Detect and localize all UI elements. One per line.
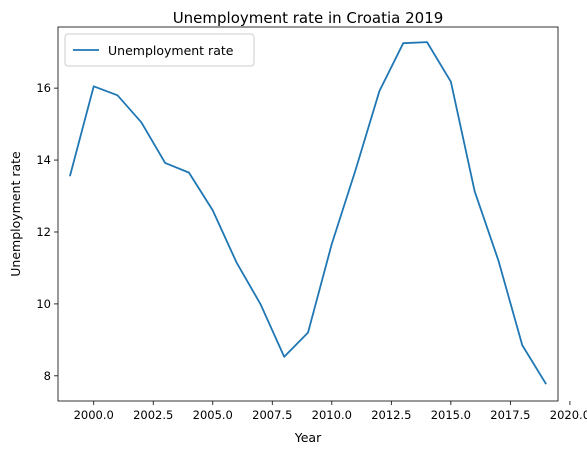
legend: Unemployment rate: [64, 33, 255, 67]
y-tick-label: 14: [36, 153, 51, 167]
series-line: [69, 41, 547, 385]
x-tick-label: 2017.5: [490, 408, 530, 422]
y-axis: 8 10 12 14 16: [36, 81, 58, 383]
legend-box: [64, 33, 255, 67]
y-axis-label: Unemployment rate: [8, 151, 23, 277]
x-tick-label: 2005.0: [193, 408, 233, 422]
x-tick-label: 2007.5: [252, 408, 292, 422]
x-tick-label: 2020.0: [550, 408, 587, 422]
legend-label: Unemployment rate: [108, 43, 234, 58]
chart-title: Unemployment rate in Croatia 2019: [173, 9, 444, 27]
series-layer: [69, 41, 547, 385]
y-tick-label: 8: [44, 369, 51, 383]
x-tick-label: 2012.5: [371, 408, 411, 422]
x-tick-label: 2002.5: [133, 408, 173, 422]
y-tick-label: 16: [36, 81, 51, 95]
x-tick-label: 2000.0: [74, 408, 114, 422]
x-tick-label: 2010.0: [312, 408, 352, 422]
y-tick-label: 12: [36, 225, 51, 239]
x-axis-label: Year: [294, 430, 322, 445]
x-tick-label: 2015.0: [431, 408, 471, 422]
y-tick-label: 10: [36, 297, 51, 311]
plot-area: [57, 26, 559, 402]
x-axis: 2000.0 2002.5 2005.0 2007.5 2010.0 2012.5 2015…: [74, 401, 587, 422]
